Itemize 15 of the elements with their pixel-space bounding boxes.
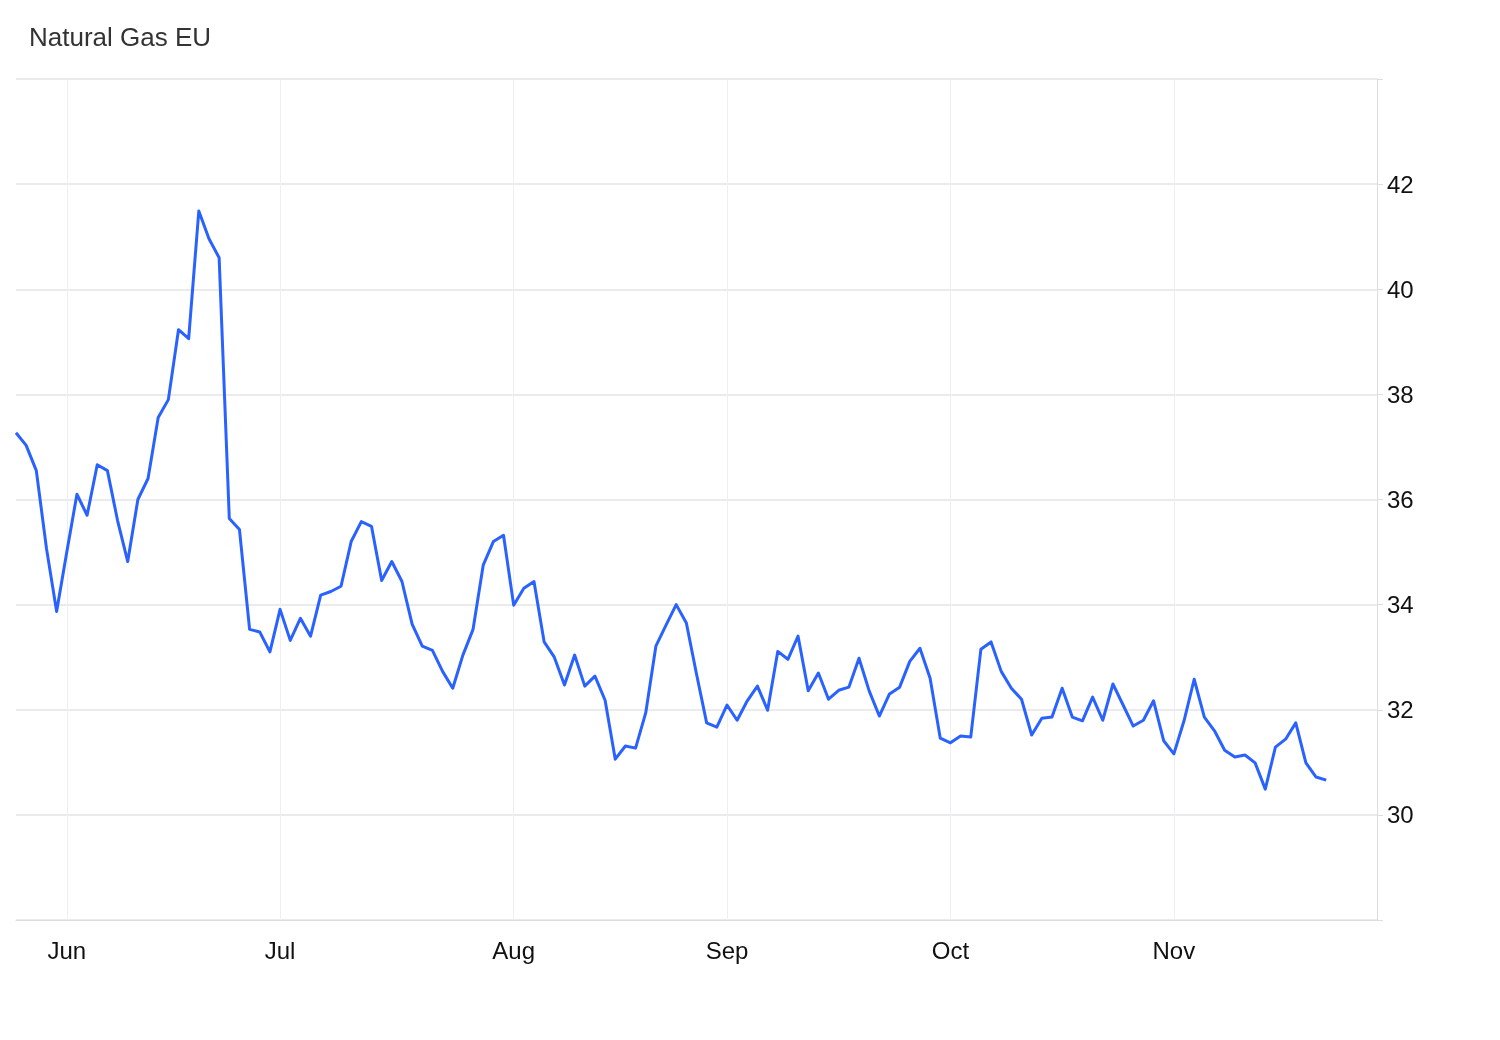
- y-tick-label: 34: [1387, 591, 1414, 619]
- y-tick-label: 36: [1387, 486, 1414, 513]
- line-series: [14, 209, 1328, 791]
- x-tick-label: Nov: [1152, 936, 1196, 964]
- y-tick-label: 40: [1387, 275, 1414, 303]
- x-tick-label: Jun: [47, 936, 87, 964]
- x-tick-label: Sep: [705, 936, 749, 964]
- y-tick-label: 32: [1387, 696, 1414, 724]
- x-tick-label: Oct: [931, 936, 970, 964]
- x-tick-label: Jul: [264, 936, 296, 964]
- chart-title: Natural Gas EU: [29, 22, 212, 53]
- y-tick-label: 38: [1387, 380, 1414, 408]
- y-tick-label: 42: [1387, 170, 1414, 198]
- y-tick-label: 30: [1387, 801, 1414, 829]
- x-tick-label: Aug: [492, 936, 536, 964]
